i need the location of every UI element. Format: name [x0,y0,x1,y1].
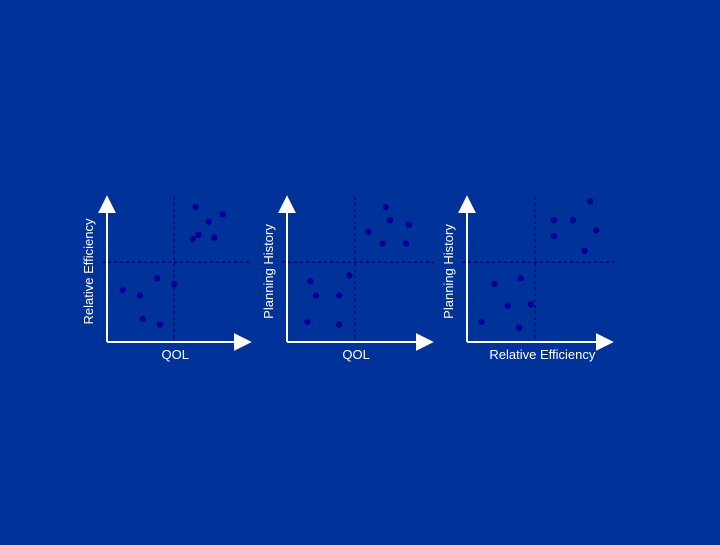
data-point-10 [550,232,558,240]
data-point-4 [527,301,534,308]
x-axis-label: QOL [161,347,188,362]
data-point-12 [211,234,218,241]
data-point-10 [189,235,196,243]
data-point-7 [192,203,199,211]
data-point-6 [516,324,523,331]
data-point-9 [587,198,594,205]
data-point-6 [156,321,164,328]
data-point-9 [405,221,412,228]
data-point-2 [517,275,524,282]
data-point-4 [346,272,353,279]
data-point-9 [219,211,227,218]
data-point-1 [307,277,314,285]
data-point-2 [136,292,144,299]
data-point-3 [336,292,343,299]
chart-panel-2: QOL Planning History [261,195,434,362]
data-point-1 [491,280,498,288]
data-point-11 [379,240,386,247]
x-axis-label: QOL [342,347,369,362]
data-point-12 [581,247,588,254]
data-point-7 [382,203,389,211]
data-point-8 [386,217,394,224]
data-point-1 [119,286,126,293]
data-point-11 [592,227,600,234]
data-point-5 [139,315,146,322]
x-axis-label: Relative Efficiency [489,347,595,362]
data-point-3 [504,302,511,309]
data-point-2 [312,292,320,299]
data-point-4 [171,280,178,288]
chart-panel-3: Relative Efficiency Planning History [441,195,614,362]
data-point-7 [550,217,558,224]
data-point-5 [478,318,485,325]
data-point-11 [195,231,202,238]
y-axis-label: Relative Efficiency [81,218,96,324]
y-axis-label: Planning History [261,224,276,319]
data-point-5 [304,318,311,325]
data-point-6 [336,321,343,328]
data-point-3 [153,275,161,282]
y-axis-label: Planning History [441,224,456,319]
data-point-8 [569,217,577,224]
chart-panel-1: QOL Relative Efficiency [81,195,252,362]
data-point-8 [205,218,212,225]
data-point-10 [365,228,372,235]
data-point-12 [402,240,410,247]
